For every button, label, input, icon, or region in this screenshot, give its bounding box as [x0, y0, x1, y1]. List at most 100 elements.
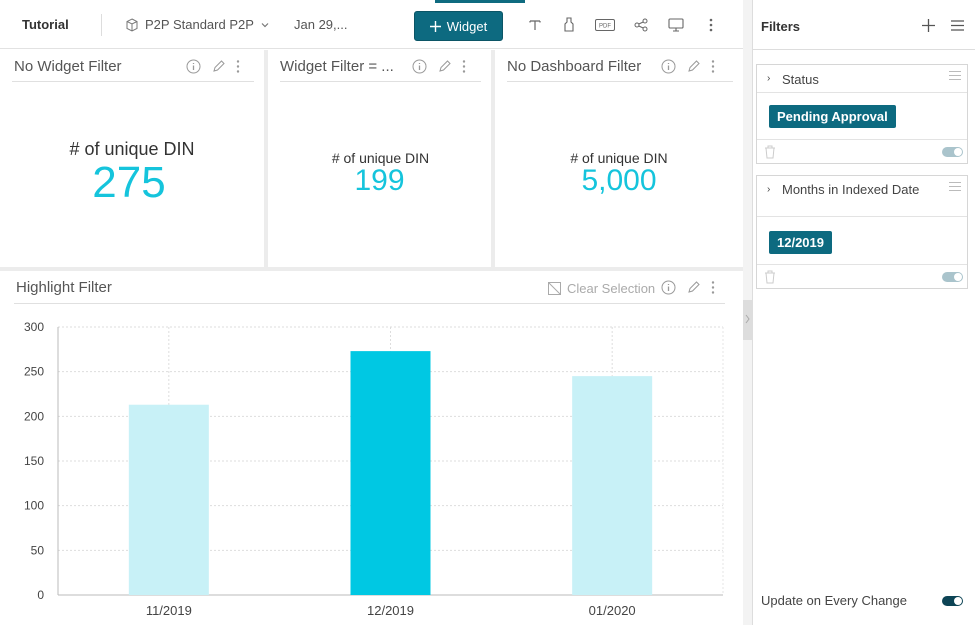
- filter-card-months-indexed-date: › Months in Indexed Date 12/2019: [756, 175, 968, 289]
- chevron-right-icon[interactable]: ›: [767, 184, 771, 195]
- top-toolbar: Tutorial P2P Standard P2P Jan 29,... Wid…: [0, 0, 743, 49]
- panel-actions: [412, 59, 466, 74]
- date-range[interactable]: Jan 29,...: [294, 17, 348, 32]
- filter-footer: [757, 264, 967, 288]
- filter-widget-icon[interactable]: [560, 16, 578, 34]
- edit-pencil-icon[interactable]: [211, 59, 226, 74]
- kpi-value: 5,000: [581, 164, 657, 197]
- monitor-icon[interactable]: [667, 16, 685, 34]
- bar-12-2019[interactable]: [350, 351, 431, 595]
- edit-pencil-icon[interactable]: [437, 59, 452, 74]
- chevron-right-icon[interactable]: ›: [767, 73, 771, 84]
- panel-title: Widget Filter = ...: [280, 58, 394, 75]
- add-widget-button[interactable]: Widget: [414, 11, 503, 41]
- kpi-label: # of unique DIN: [69, 139, 195, 159]
- plus-icon: [429, 20, 441, 32]
- add-widget-label: Widget: [446, 18, 488, 34]
- datasource-selector[interactable]: P2P Standard P2P: [125, 17, 270, 32]
- filter-header[interactable]: › Status: [757, 65, 967, 93]
- y-tick-label: 50: [31, 543, 45, 557]
- x-tick-label: 01/2020: [589, 603, 636, 618]
- panel-title: No Dashboard Filter: [507, 58, 642, 75]
- y-tick-label: 150: [24, 454, 44, 468]
- filter-chip[interactable]: 12/2019: [769, 231, 832, 254]
- kpi-label: # of unique DIN: [570, 150, 668, 166]
- filter-name: Status: [782, 72, 819, 87]
- panel-actions: [661, 280, 715, 295]
- toolbar-divider: [101, 14, 102, 36]
- panel-actions: [186, 59, 240, 74]
- chevron-right-icon: [745, 314, 750, 324]
- more-vertical-icon[interactable]: [711, 280, 715, 295]
- y-tick-label: 300: [24, 320, 44, 334]
- add-filter-icon[interactable]: [922, 19, 935, 32]
- text-icon[interactable]: [526, 16, 544, 34]
- more-vertical-icon[interactable]: [702, 16, 720, 34]
- active-indicator: [435, 0, 525, 3]
- more-vertical-icon[interactable]: [236, 59, 240, 74]
- svg-text:PDF: PDF: [599, 24, 611, 30]
- kpi-value: 199: [354, 164, 405, 197]
- x-tick-label: 12/2019: [367, 603, 414, 618]
- drag-handle-icon[interactable]: [949, 182, 961, 194]
- more-vertical-icon[interactable]: [462, 59, 466, 74]
- chevron-down-icon: [261, 22, 269, 27]
- panel-title: Highlight Filter: [16, 279, 112, 296]
- trash-icon[interactable]: [764, 145, 776, 159]
- filter-footer: [757, 139, 967, 163]
- panel-actions: [661, 59, 715, 74]
- edit-pencil-icon[interactable]: [686, 59, 701, 74]
- filter-name: Months in Indexed Date: [782, 182, 920, 197]
- pdf-icon[interactable]: PDF: [594, 16, 616, 34]
- kpi-value: 275: [92, 158, 166, 207]
- info-icon[interactable]: [186, 59, 201, 74]
- panel-divider: [280, 81, 481, 82]
- y-tick-label: 0: [37, 588, 44, 602]
- share-icon[interactable]: [632, 16, 650, 34]
- kpi-panel-widget-filter: Widget Filter = ... # of unique DIN 199: [268, 50, 491, 267]
- filter-toggle[interactable]: [942, 272, 963, 282]
- y-tick-label: 200: [24, 409, 44, 423]
- chart-panel-highlight-filter: Highlight Filter Clear Selection 0 50 100 1…: [0, 270, 743, 625]
- filters-divider: [753, 49, 975, 50]
- filter-card-status: › Status Pending Approval: [756, 64, 968, 164]
- bar-11-2019[interactable]: [128, 404, 209, 595]
- filter-header[interactable]: › Months in Indexed Date: [757, 176, 967, 217]
- filters-title: Filters: [761, 19, 801, 34]
- info-icon[interactable]: [661, 59, 676, 74]
- clear-selection-button[interactable]: Clear Selection: [548, 281, 655, 296]
- panel-divider: [507, 81, 733, 82]
- collapse-handle[interactable]: [743, 300, 752, 340]
- datasource-label: P2P Standard P2P: [145, 17, 254, 32]
- y-tick-label: 250: [24, 365, 44, 379]
- panel-gutter: [491, 50, 495, 270]
- trash-icon[interactable]: [764, 270, 776, 284]
- bar-chart: 0 50 100 150 200 250 300 11/2019 12/2019 01/2020: [24, 320, 724, 618]
- kpi-panel-no-widget-filter: No Widget Filter # of unique DIN 275: [0, 50, 264, 267]
- filter-chip[interactable]: Pending Approval: [769, 105, 896, 128]
- info-icon[interactable]: [661, 280, 676, 295]
- dashboard-title: Tutorial: [22, 17, 69, 32]
- menu-icon[interactable]: [951, 20, 964, 31]
- bar-01-2020[interactable]: [572, 376, 653, 595]
- more-vertical-icon[interactable]: [711, 59, 715, 74]
- clear-selection-icon: [548, 282, 561, 295]
- panel-gutter: [264, 50, 268, 270]
- cube-icon: [126, 17, 138, 32]
- kpi-panel-no-dashboard-filter: No Dashboard Filter # of unique DIN 5,00…: [495, 50, 743, 267]
- clear-selection-label: Clear Selection: [567, 281, 656, 296]
- kpi-label: # of unique DIN: [331, 150, 430, 166]
- x-tick-label: 11/2019: [146, 603, 192, 618]
- panel-gutter: [0, 267, 743, 271]
- info-icon[interactable]: [412, 59, 427, 74]
- panel-divider: [14, 303, 725, 304]
- update-on-change-toggle[interactable]: [942, 596, 963, 606]
- update-on-change-label: Update on Every Change: [761, 593, 907, 608]
- panel-title: No Widget Filter: [14, 58, 122, 75]
- filter-toggle[interactable]: [942, 147, 963, 157]
- drag-handle-icon[interactable]: [949, 71, 961, 83]
- y-tick-label: 100: [24, 499, 44, 513]
- edit-pencil-icon[interactable]: [686, 280, 701, 295]
- filters-panel: Filters › Status Pending Approval › Mont…: [752, 0, 975, 625]
- panel-divider: [12, 81, 254, 82]
